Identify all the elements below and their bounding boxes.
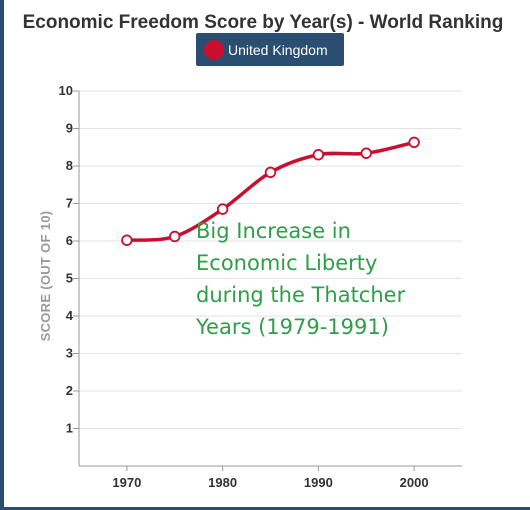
axes <box>73 90 462 471</box>
annotation-line-4: Years (1979-1991) <box>195 315 389 339</box>
y-tick-label-10: 10 <box>59 83 73 98</box>
y-tick-label-6: 6 <box>66 233 73 248</box>
y-tick-label-8: 8 <box>66 158 73 173</box>
grid-lines <box>79 90 462 429</box>
y-tick-label-5: 5 <box>66 271 73 286</box>
legend-label-united-kingdom: United Kingdom <box>228 41 328 58</box>
annotation-line-2: Economic Liberty <box>196 251 377 275</box>
y-tick-label-9: 9 <box>66 121 73 136</box>
legend-swatch-united-kingdom <box>204 39 224 60</box>
data-point-1990 <box>312 149 325 161</box>
data-point-2000 <box>408 136 420 149</box>
data-point-1975 <box>169 230 181 243</box>
data-point-1970 <box>121 234 133 246</box>
series-united-kingdom <box>121 136 420 246</box>
x-tick-label-1980: 1980 <box>208 475 237 490</box>
y-axis-label: SCORE (OUT OF 10) <box>38 211 53 342</box>
legend[interactable]: United Kingdom <box>196 33 344 66</box>
data-point-1985 <box>264 166 277 179</box>
chart-panel <box>4 0 530 507</box>
annotation-line-1: Big Increase in <box>196 219 351 243</box>
x-tick-label-2000: 2000 <box>400 475 429 490</box>
y-tick-label-7: 7 <box>66 196 73 211</box>
y-tick-labels: 1 2 3 4 5 6 7 8 9 10 <box>59 83 74 436</box>
x-tick-label-1970: 1970 <box>112 475 141 490</box>
data-point-1980 <box>216 203 229 215</box>
y-tick-label-1: 1 <box>66 421 73 436</box>
data-point-1995 <box>360 147 372 159</box>
x-tick-label-1990: 1990 <box>304 475 333 490</box>
x-tick-labels: 1970 1980 1990 2000 <box>112 475 428 490</box>
annotation-line-3: during the Thatcher <box>196 283 406 307</box>
y-tick-label-2: 2 <box>66 383 73 398</box>
annotation: Big Increase in Economic Liberty during th… <box>195 219 406 339</box>
y-tick-label-4: 4 <box>66 308 74 323</box>
chart-title: Economic Freedom Score by Year(s) - Worl… <box>22 12 504 33</box>
y-tick-label-3: 3 <box>66 346 73 361</box>
